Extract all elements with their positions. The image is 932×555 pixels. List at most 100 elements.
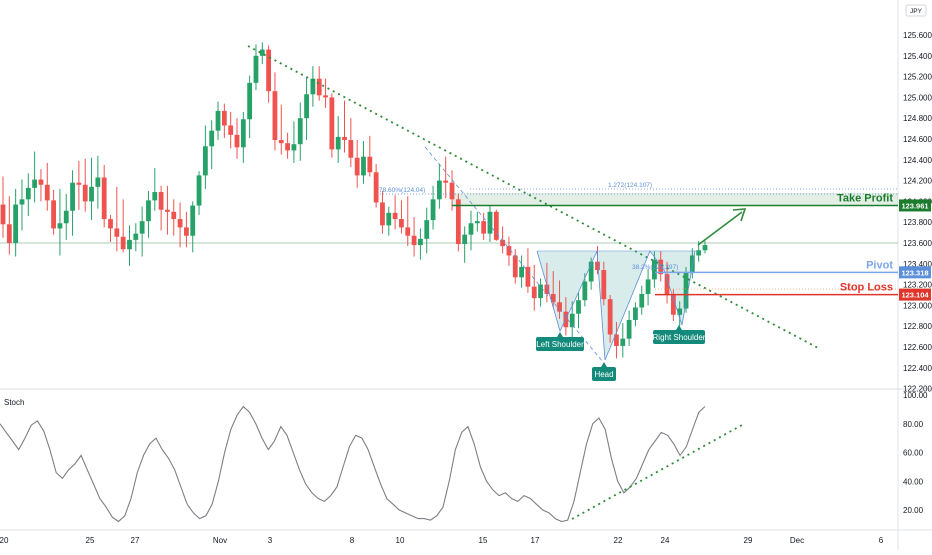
candle-body — [506, 246, 512, 256]
candle-body — [455, 199, 461, 245]
candle-body — [418, 238, 423, 246]
candle-body — [108, 219, 113, 229]
candle-body — [177, 219, 183, 228]
price-tick-label: 123.600 — [903, 239, 932, 248]
fib-78-label: 78.60%(124.04) — [379, 187, 425, 194]
candle-body — [652, 259, 657, 280]
price-tick-label: 123.800 — [903, 218, 932, 227]
candle-body — [171, 211, 177, 220]
candle-body — [234, 134, 240, 148]
time-tick-label: 20 — [0, 536, 9, 545]
right-shoulder-tag-pointer — [676, 325, 682, 330]
candle-body — [253, 55, 259, 83]
time-tick-label: 22 — [614, 536, 623, 545]
candle-body — [607, 299, 613, 335]
stoch-tick-label: 80.00 — [903, 420, 924, 429]
candle-body — [114, 228, 120, 237]
price-tick-label: 123.000 — [903, 301, 932, 310]
fib-extension-label: 1.272(124.107) — [608, 182, 652, 189]
fibonacci-guide-line[interactable] — [424, 146, 604, 363]
candle-body — [481, 221, 487, 234]
candle-body — [272, 91, 278, 141]
candle-body — [512, 255, 518, 278]
candle-body — [550, 293, 556, 303]
candle-body — [158, 192, 164, 210]
stoch-line[interactable] — [0, 405, 706, 523]
candle-body — [525, 266, 531, 287]
price-tick-label: 125.000 — [903, 93, 932, 102]
pivot-label: Pivot — [866, 259, 893, 271]
time-tick-label: 29 — [744, 536, 753, 545]
price-tick-label: 122.200 — [903, 385, 932, 394]
candle-body — [228, 125, 234, 135]
candlestick-series[interactable] — [0, 42, 708, 359]
candle-body — [468, 223, 474, 235]
price-tick-label: 124.600 — [903, 135, 932, 144]
stoch-tick-label: 100.00 — [903, 391, 928, 400]
candle-body — [399, 219, 404, 228]
candle-body — [474, 221, 480, 224]
candle-body — [240, 119, 246, 148]
candle-body — [639, 293, 645, 308]
candle-body — [595, 261, 600, 271]
candle-body — [329, 97, 335, 150]
time-axis[interactable]: 20 25 27 Nov 3 8 10 15 17 22 24 29 Dec 6 — [0, 536, 884, 545]
candle-body — [38, 179, 44, 185]
left-shoulder-area — [537, 251, 597, 331]
currency-badge-box — [905, 4, 927, 17]
candle-body — [380, 202, 385, 226]
candle-body — [531, 286, 537, 299]
stoch-trendline[interactable] — [571, 424, 743, 520]
candle-body — [493, 211, 499, 240]
candle-body — [405, 227, 411, 236]
time-tick-label: 25 — [86, 536, 95, 545]
time-tick-label: Dec — [790, 536, 804, 545]
candle-body — [424, 220, 430, 239]
candle-body — [101, 177, 107, 220]
candle-body — [696, 250, 702, 256]
candle-body — [645, 279, 651, 294]
stoch-axis[interactable]: 100.00 80.00 60.00 40.00 20.00 — [903, 391, 928, 515]
currency-badge[interactable]: JPY — [905, 4, 927, 17]
price-tick-label: 122.800 — [903, 322, 932, 331]
projection-arrow-head — [732, 208, 747, 222]
candle-body — [557, 302, 562, 312]
candle-body — [519, 266, 524, 278]
fib-38-label: 38.2%(123.297) — [632, 264, 678, 271]
price-tick-label: 124.800 — [903, 114, 932, 123]
time-tick-label: 17 — [531, 536, 540, 545]
candle-body — [449, 182, 455, 200]
time-tick-label: Nov — [213, 536, 227, 545]
candle-body — [221, 110, 227, 126]
candle-body — [601, 270, 607, 300]
price-tick-label: 125.600 — [903, 31, 932, 40]
price-badges: 123.961 123.318 123.104 — [899, 199, 931, 301]
candle-body — [190, 205, 196, 236]
time-tick-label: 10 — [396, 536, 405, 545]
candle-body — [63, 210, 69, 224]
take-profit-label: Take Profit — [837, 192, 893, 204]
projection-arrow-line — [697, 211, 743, 246]
candle-body — [702, 245, 708, 251]
candle-body — [13, 204, 19, 243]
candle-body — [348, 140, 354, 158]
candle-body — [354, 157, 360, 176]
price-tick-label: 122.600 — [903, 343, 932, 352]
candle-body — [70, 182, 75, 211]
candle-body — [386, 212, 392, 226]
candle-body — [316, 78, 322, 96]
stoch-tick-label: 20.00 — [903, 506, 924, 515]
price-tick-label: 124.400 — [903, 156, 932, 165]
candle-body — [620, 338, 626, 346]
candle-body — [626, 319, 632, 339]
price-badge-label: 123.104 — [901, 291, 929, 300]
time-tick-label: 6 — [879, 536, 884, 545]
price-axis[interactable]: 125.600 125.400 125.200 125.000 124.800 124.6… — [903, 31, 932, 394]
candle-body — [57, 223, 63, 229]
candle-body — [342, 136, 347, 141]
candle-body — [436, 180, 442, 200]
price-badge-label: 123.961 — [901, 201, 928, 210]
candle-body — [361, 156, 366, 176]
